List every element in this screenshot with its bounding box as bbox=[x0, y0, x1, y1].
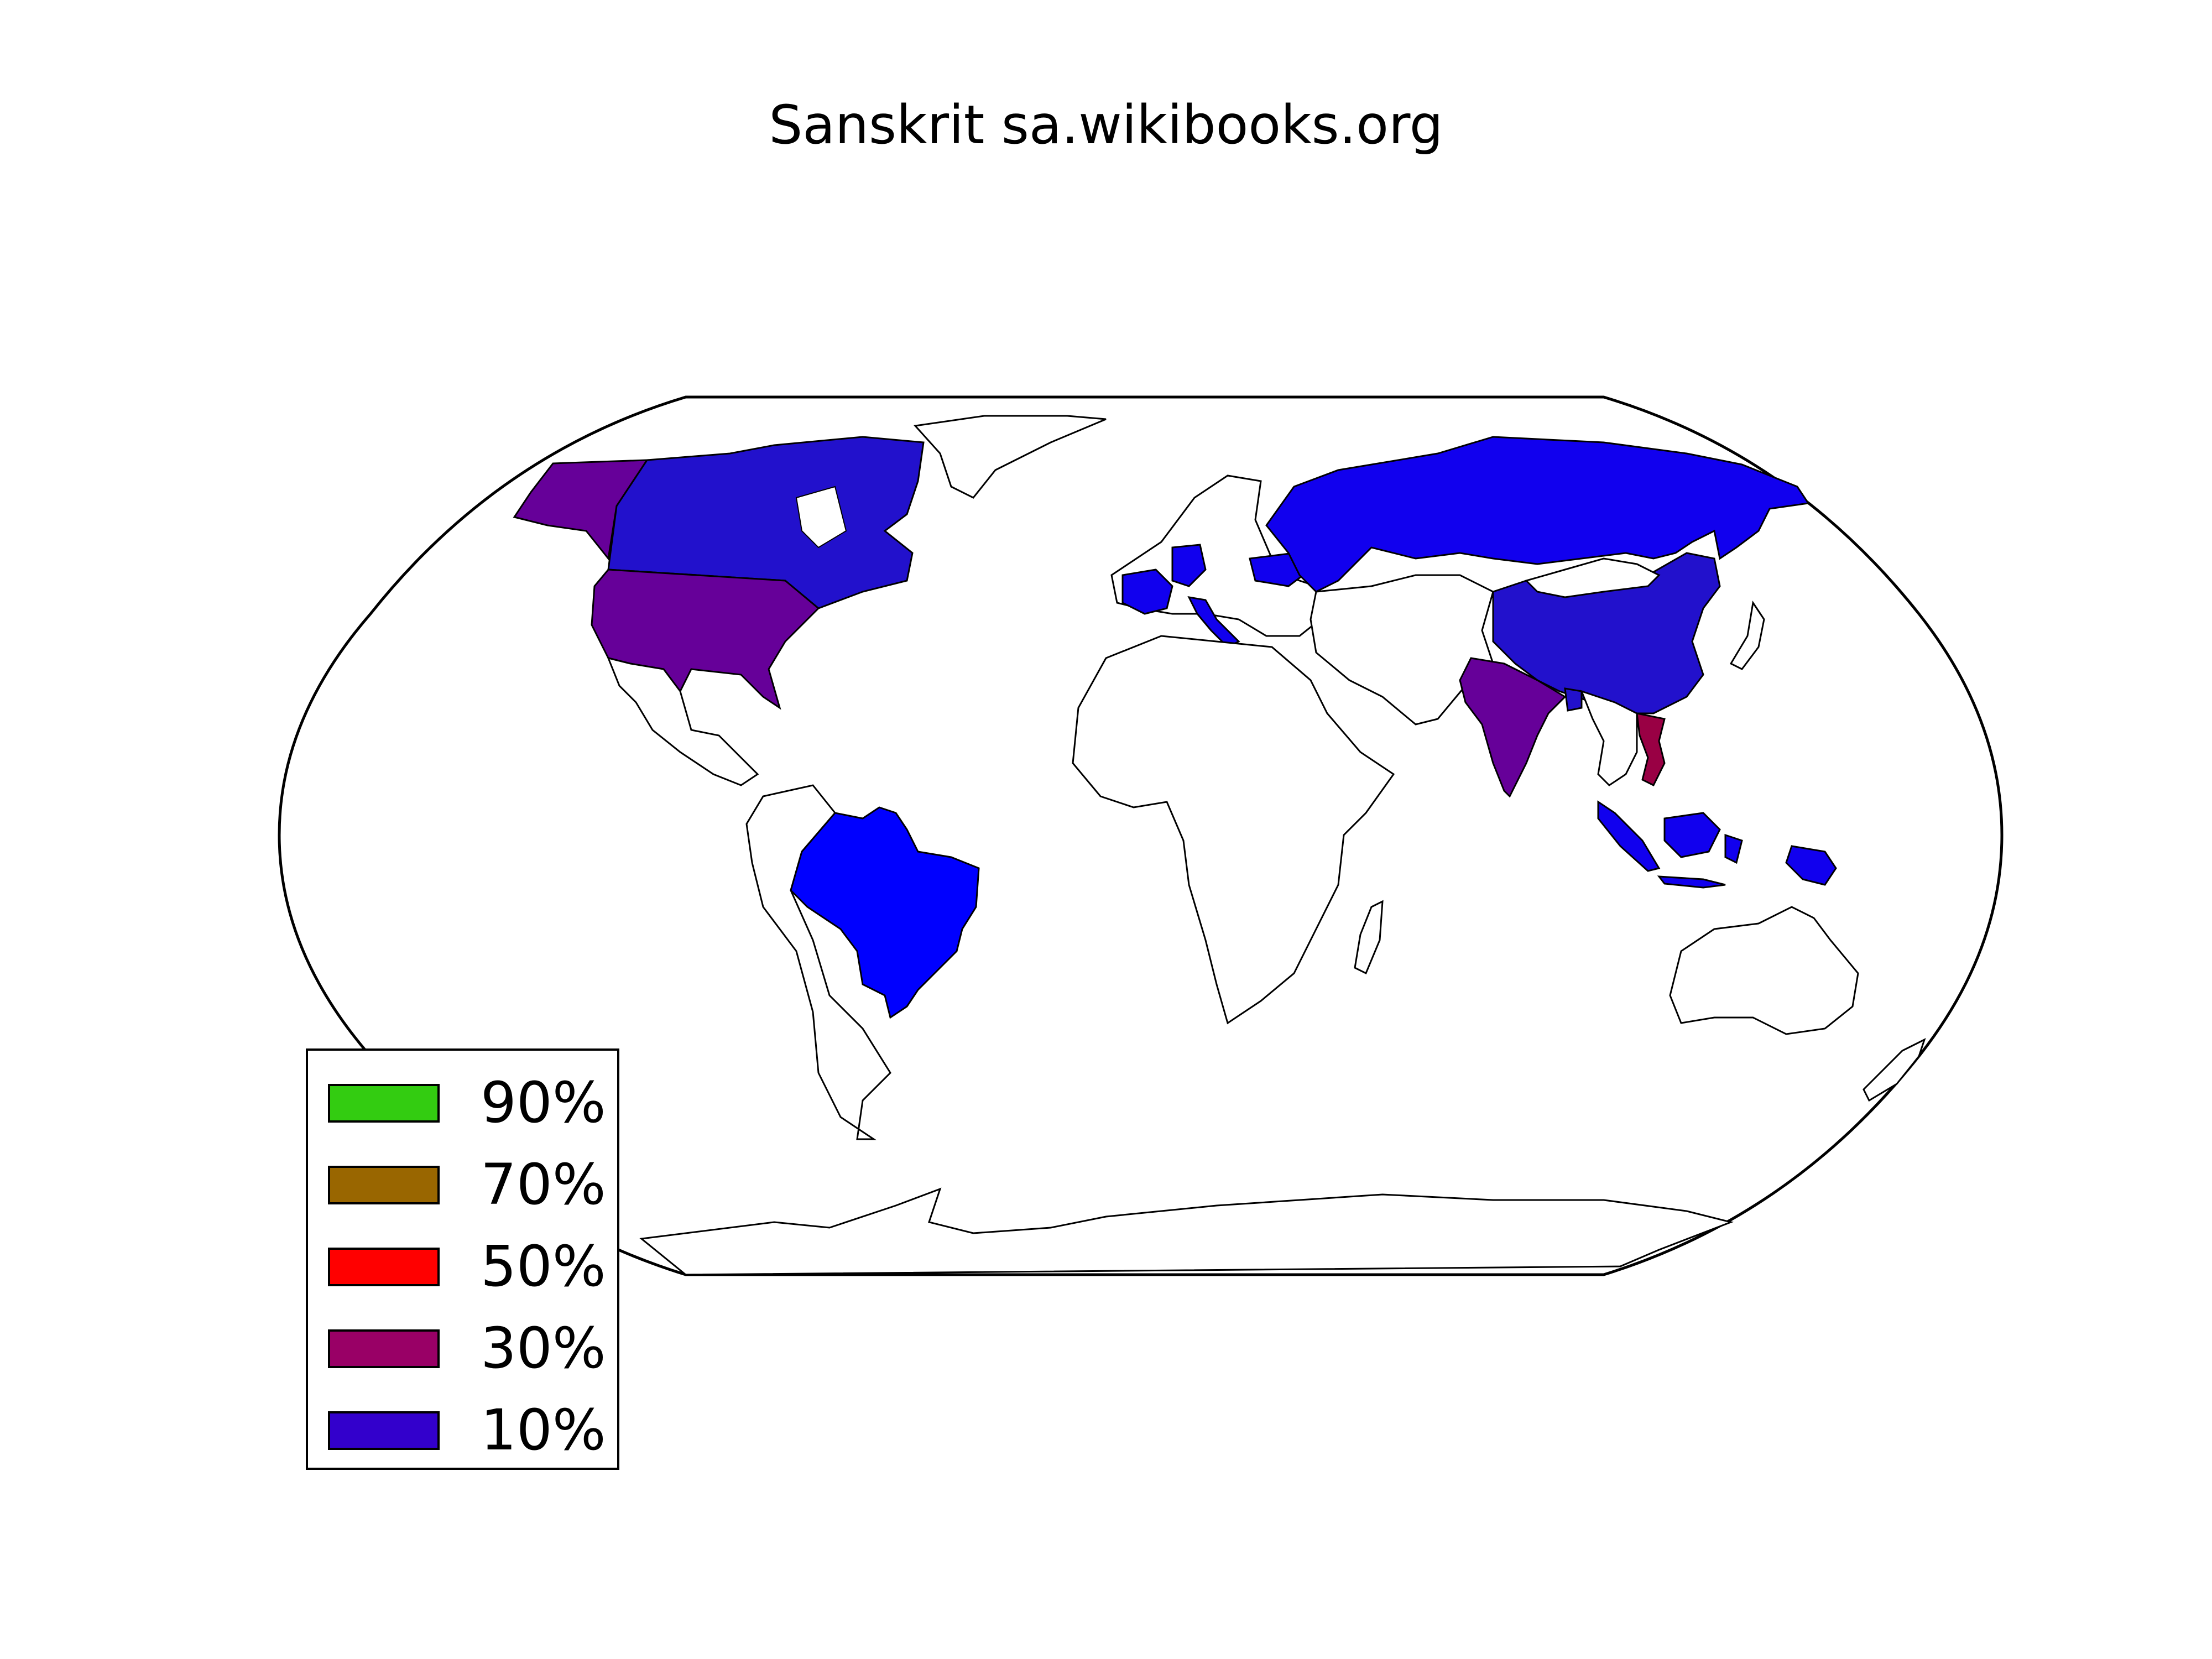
legend-item-10: 10% bbox=[308, 1398, 617, 1463]
country-greenland bbox=[914, 415, 1107, 499]
legend: 90% 70% 50% 30% 10% bbox=[306, 1048, 619, 1470]
region-southeast-asia bbox=[1580, 690, 1638, 786]
country-bangladesh bbox=[1564, 687, 1583, 712]
canada-hudson-bay bbox=[795, 486, 847, 549]
country-japan bbox=[1729, 601, 1765, 670]
country-mongolia bbox=[1525, 557, 1661, 598]
legend-label-70: 70% bbox=[481, 1152, 606, 1218]
legend-item-90: 90% bbox=[308, 1071, 617, 1136]
legend-item-50: 50% bbox=[308, 1234, 617, 1300]
legend-label-90: 90% bbox=[481, 1070, 606, 1136]
legend-swatch-50 bbox=[328, 1248, 440, 1286]
legend-swatch-10 bbox=[328, 1411, 440, 1450]
country-brazil bbox=[790, 806, 980, 1019]
country-indonesia-java bbox=[1657, 875, 1726, 889]
country-mexico bbox=[607, 656, 759, 786]
country-madagascar bbox=[1354, 900, 1384, 975]
legend-label-50: 50% bbox=[481, 1234, 606, 1300]
country-germany bbox=[1171, 544, 1207, 587]
country-france bbox=[1121, 568, 1173, 615]
legend-swatch-90 bbox=[328, 1084, 440, 1123]
country-new-zealand bbox=[1863, 1038, 1926, 1102]
region-antarctica bbox=[639, 1187, 1734, 1276]
legend-label-10: 10% bbox=[481, 1397, 606, 1463]
country-australia bbox=[1669, 906, 1859, 1035]
legend-item-30: 30% bbox=[308, 1316, 617, 1381]
map-title: Sanskrit sa.wikibooks.org bbox=[769, 94, 1443, 156]
region-africa bbox=[1072, 635, 1395, 1025]
legend-swatch-30 bbox=[328, 1329, 440, 1368]
country-vietnam bbox=[1636, 712, 1666, 787]
legend-label-30: 30% bbox=[481, 1316, 606, 1381]
country-indonesia-borneo bbox=[1663, 812, 1721, 858]
country-india bbox=[1459, 657, 1567, 798]
country-indonesia-sumatra bbox=[1597, 800, 1661, 872]
legend-item-70: 70% bbox=[308, 1152, 617, 1218]
legend-swatch-70 bbox=[328, 1166, 440, 1204]
country-russia bbox=[1265, 436, 1810, 593]
country-new-guinea bbox=[1785, 845, 1837, 886]
country-usa bbox=[591, 568, 820, 710]
country-indonesia-sulawesi bbox=[1724, 833, 1743, 864]
